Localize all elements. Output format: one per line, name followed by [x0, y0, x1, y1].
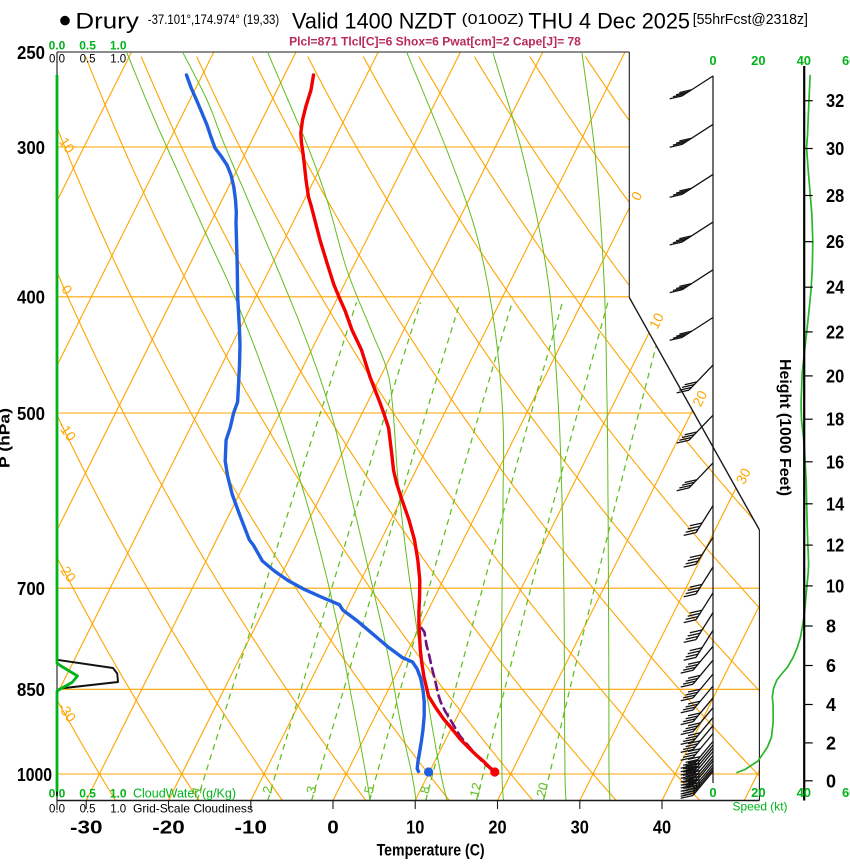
svg-text:0: 0	[709, 53, 716, 68]
svg-text:0.5: 0.5	[80, 54, 96, 66]
svg-text:18: 18	[826, 410, 844, 430]
svg-text:28: 28	[826, 186, 844, 206]
svg-text:14: 14	[826, 494, 844, 514]
svg-text:1.0: 1.0	[110, 787, 127, 801]
svg-text:-20: -20	[152, 818, 185, 838]
svg-text:0: 0	[327, 818, 339, 838]
svg-text:20: 20	[751, 53, 765, 68]
svg-text:20: 20	[689, 388, 710, 409]
svg-text:8: 8	[417, 785, 433, 795]
svg-text:40: 40	[797, 53, 811, 68]
svg-text:24: 24	[826, 278, 844, 298]
svg-text:3: 3	[303, 785, 319, 795]
svg-text:8: 8	[826, 616, 836, 636]
svg-text:1.0: 1.0	[110, 54, 126, 66]
svg-text:500: 500	[17, 404, 45, 424]
svg-text:22: 22	[826, 322, 844, 342]
svg-text:Valid 1400 NZDT: Valid 1400 NZDT	[292, 9, 456, 34]
svg-text:0.0: 0.0	[49, 54, 65, 66]
svg-text:20: 20	[751, 785, 765, 800]
svg-text:0.5: 0.5	[80, 804, 96, 816]
svg-text:32: 32	[826, 91, 844, 111]
svg-text:10: 10	[406, 818, 424, 838]
svg-text:20: 20	[533, 781, 551, 798]
svg-text:60: 60	[842, 785, 850, 800]
svg-text:300: 300	[17, 138, 45, 158]
svg-text:16: 16	[826, 452, 844, 472]
svg-text:40: 40	[797, 785, 811, 800]
svg-text:6: 6	[826, 656, 836, 676]
svg-text:40: 40	[653, 818, 671, 838]
svg-text:P (hPa): P (hPa)	[0, 408, 13, 468]
svg-text:250: 250	[17, 43, 45, 63]
svg-text:-10: -10	[235, 818, 268, 838]
svg-text:Grid-Scale Cloudiness: Grid-Scale Cloudiness	[133, 802, 253, 816]
svg-text:20: 20	[488, 818, 506, 838]
svg-text:20: 20	[826, 366, 844, 386]
svg-text:850: 850	[17, 680, 45, 700]
svg-text:2: 2	[259, 785, 275, 795]
svg-text:700: 700	[17, 579, 45, 599]
svg-text:10: 10	[826, 576, 844, 596]
svg-text:2: 2	[826, 733, 836, 753]
svg-text:30: 30	[571, 818, 589, 838]
svg-text:THU 4 Dec 2025: THU 4 Dec 2025	[528, 9, 690, 34]
svg-text:26: 26	[826, 232, 844, 252]
svg-text:Temperature (C): Temperature (C)	[377, 841, 485, 860]
svg-text:Drury: Drury	[75, 9, 138, 34]
svg-text:60: 60	[842, 53, 850, 68]
svg-text:10: 10	[646, 310, 667, 331]
svg-text:0: 0	[709, 785, 716, 800]
svg-text:30: 30	[826, 139, 844, 159]
svg-text:0.0: 0.0	[49, 39, 66, 53]
svg-text:0: 0	[826, 771, 836, 791]
svg-text:12: 12	[467, 781, 485, 798]
svg-text:5: 5	[361, 785, 377, 795]
svg-text:-37.101°,174.974° (19,33): -37.101°,174.974° (19,33)	[148, 12, 279, 27]
svg-text:1000: 1000	[17, 765, 52, 785]
svg-text:[55hrFcst@2318z]: [55hrFcst@2318z]	[693, 11, 808, 28]
svg-text:(0100Z): (0100Z)	[462, 11, 524, 28]
svg-text:12: 12	[826, 536, 844, 556]
svg-text:-30: -30	[70, 818, 103, 838]
svg-text:30: 30	[733, 465, 754, 486]
svg-text:0.5: 0.5	[79, 39, 96, 53]
svg-text:0.5: 0.5	[79, 787, 96, 801]
svg-text:Height (1000 Feet): Height (1000 Feet)	[776, 359, 793, 496]
svg-text:0.0: 0.0	[49, 804, 65, 816]
svg-text:0.0: 0.0	[49, 787, 66, 801]
svg-text:4: 4	[826, 695, 836, 715]
svg-text:1.0: 1.0	[110, 804, 126, 816]
svg-text:CloudWater (g/Kg): CloudWater (g/Kg)	[133, 787, 236, 801]
svg-text:Speed (kt): Speed (kt)	[733, 800, 788, 814]
svg-text:400: 400	[17, 288, 45, 308]
svg-text:Plcl=871 Tlcl[C]=6 Shox=6 Pwat: Plcl=871 Tlcl[C]=6 Shox=6 Pwat[cm]=2 Cap…	[289, 35, 581, 49]
svg-text:1.0: 1.0	[110, 39, 127, 53]
svg-text:1: 1	[189, 785, 205, 795]
